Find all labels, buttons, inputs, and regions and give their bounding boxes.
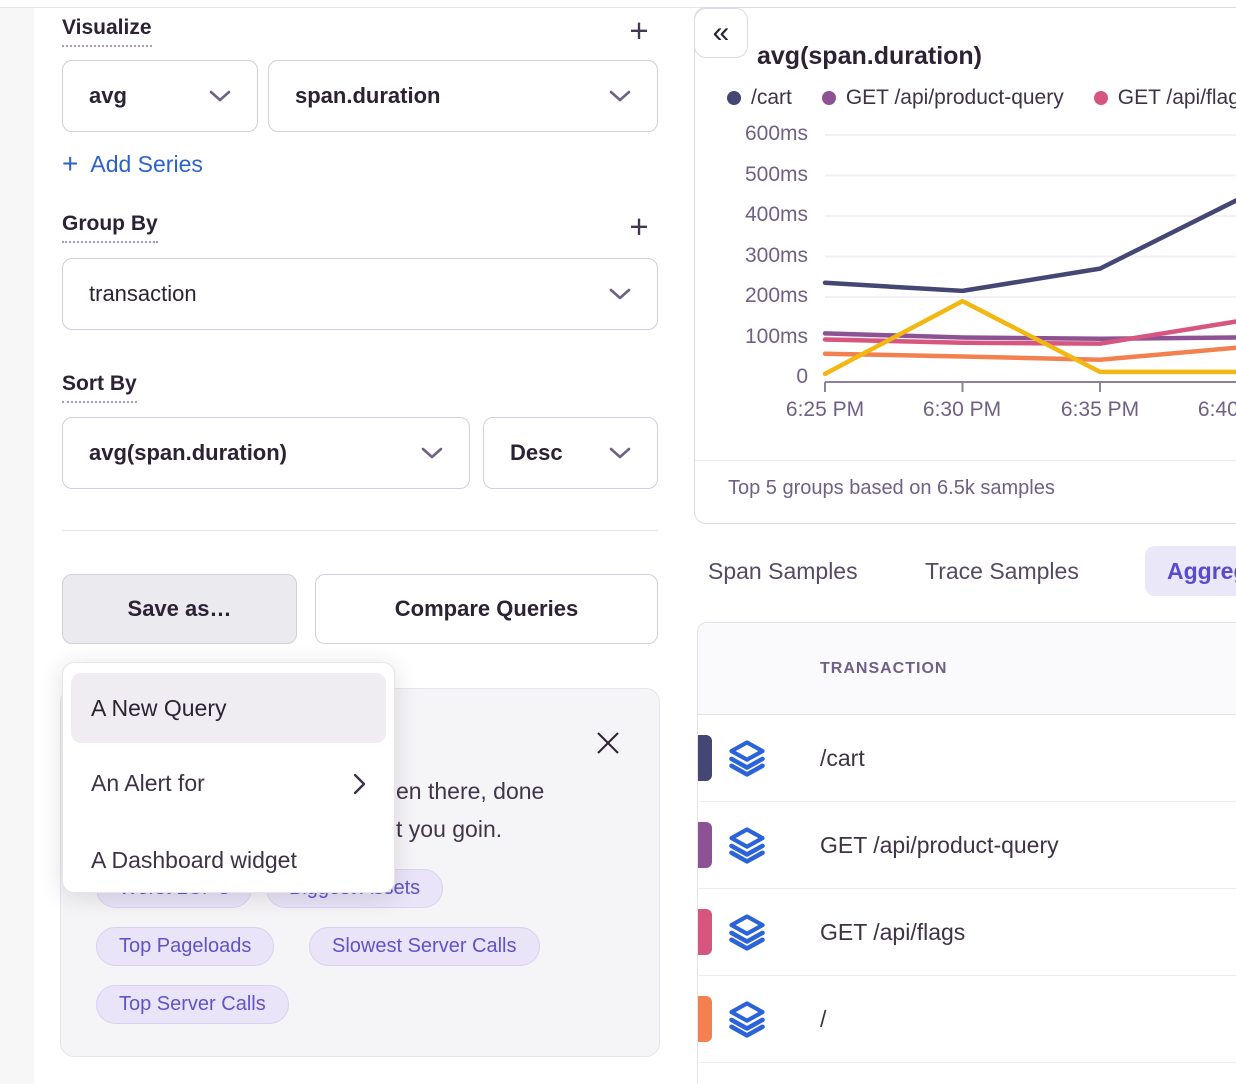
x-axis-label: 6:40 PM bbox=[1197, 398, 1236, 421]
y-axis-label: 0 bbox=[796, 365, 808, 388]
suggested-query-chip[interactable]: Slowest Server Calls bbox=[309, 927, 540, 966]
chart-legend: /cart GET /api/product-query GET /api/fl… bbox=[727, 86, 1236, 110]
column-header-transaction: TRANSACTION bbox=[820, 659, 948, 677]
chevron-down-icon bbox=[209, 90, 231, 102]
legend-dot bbox=[1093, 91, 1108, 105]
plus-icon: + bbox=[62, 148, 79, 179]
suggested-query-chip[interactable]: Top Pageloads bbox=[96, 927, 275, 966]
visualize-heading: Visualize bbox=[62, 16, 152, 47]
stack-layers-icon bbox=[726, 913, 768, 951]
chart-footer-divider bbox=[695, 460, 1236, 461]
add-series-link[interactable]: + Add Series bbox=[62, 148, 203, 179]
aggregate-select[interactable]: avg bbox=[62, 60, 258, 132]
group-by-select[interactable]: transaction bbox=[62, 258, 658, 330]
promo-text-line1: en there, done bbox=[396, 778, 545, 804]
chart-panel bbox=[694, 7, 1236, 524]
table-row[interactable]: / bbox=[698, 976, 1236, 1063]
stack-layers-icon bbox=[726, 1000, 768, 1038]
legend-dot bbox=[821, 91, 836, 105]
add-group-by-button[interactable]: + bbox=[629, 208, 649, 245]
y-axis-label: 100ms bbox=[744, 325, 808, 348]
y-axis-label: 600ms bbox=[744, 122, 808, 145]
stack-layers-icon bbox=[726, 826, 768, 864]
group-by-heading: Group By bbox=[62, 212, 158, 243]
suggested-query-chip[interactable]: Top Server Calls bbox=[96, 985, 289, 1024]
y-axis-label: 400ms bbox=[744, 203, 808, 226]
chevron-down-icon bbox=[421, 447, 443, 459]
sort-by-heading: Sort By bbox=[62, 372, 137, 403]
legend-item[interactable]: GET /api/flags bbox=[1093, 86, 1236, 110]
promo-text-line2: t you goin. bbox=[396, 816, 503, 842]
legend-dot bbox=[727, 91, 741, 105]
top-divider bbox=[0, 7, 1236, 8]
table-row[interactable]: /cart bbox=[698, 715, 1236, 802]
y-axis-label: 500ms bbox=[744, 163, 808, 186]
add-visualize-button[interactable]: + bbox=[629, 12, 649, 49]
legend-item[interactable]: GET /api/product-query bbox=[821, 86, 1064, 110]
menu-item-alert[interactable]: An Alert for bbox=[71, 746, 386, 821]
menu-item-new-query[interactable]: A New Query bbox=[71, 673, 386, 743]
field-select[interactable]: span.duration bbox=[268, 60, 658, 132]
sort-direction-select[interactable]: Desc bbox=[483, 417, 658, 489]
series-color-bar bbox=[698, 735, 712, 781]
save-as-menu: A New Query An Alert for A Dashboard wid… bbox=[62, 662, 395, 893]
table-header: TRANSACTION bbox=[698, 623, 1236, 715]
tab-trace-samples[interactable]: Trace Samples bbox=[925, 558, 1079, 584]
collapse-panel-button[interactable]: « bbox=[694, 8, 748, 58]
series-color-bar bbox=[698, 822, 712, 868]
left-gutter bbox=[0, 8, 34, 1084]
chevron-down-icon bbox=[609, 288, 631, 300]
x-axis-label: 6:35 PM bbox=[1060, 398, 1140, 421]
y-axis-label: 300ms bbox=[744, 244, 808, 267]
double-chevron-left-icon: « bbox=[712, 16, 730, 49]
y-axis-label: 200ms bbox=[744, 284, 808, 307]
x-axis-label: 6:30 PM bbox=[922, 398, 1002, 421]
chart-title: avg(span.duration) bbox=[757, 42, 983, 70]
compare-queries-button[interactable]: Compare Queries bbox=[315, 574, 658, 644]
x-axis-label: 6:25 PM bbox=[785, 398, 865, 421]
series-color-bar bbox=[698, 909, 712, 955]
aggregates-table: TRANSACTION /cart GET /api/product-query… bbox=[697, 622, 1236, 1084]
sort-field-select[interactable]: avg(span.duration) bbox=[62, 417, 470, 489]
series-color-bar bbox=[698, 996, 712, 1042]
table-row[interactable]: GET /api/flags bbox=[698, 889, 1236, 976]
save-as-button[interactable]: Save as… bbox=[62, 574, 297, 644]
line-chart-plot bbox=[822, 134, 1236, 392]
stack-layers-icon bbox=[726, 739, 768, 777]
table-row[interactable]: GET /api/product-query bbox=[698, 802, 1236, 889]
chevron-down-icon bbox=[609, 90, 631, 102]
chart-footer-text: Top 5 groups based on 6.5k samples bbox=[728, 477, 1055, 499]
legend-item[interactable]: /cart bbox=[727, 86, 792, 110]
tab-span-samples[interactable]: Span Samples bbox=[708, 558, 858, 584]
menu-item-dashboard-widget[interactable]: A Dashboard widget bbox=[91, 847, 297, 873]
close-icon[interactable] bbox=[594, 729, 622, 757]
tab-aggregates[interactable]: Aggregates bbox=[1145, 546, 1236, 596]
section-divider bbox=[62, 530, 658, 531]
chevron-down-icon bbox=[609, 447, 631, 459]
chevron-right-icon bbox=[353, 773, 366, 795]
